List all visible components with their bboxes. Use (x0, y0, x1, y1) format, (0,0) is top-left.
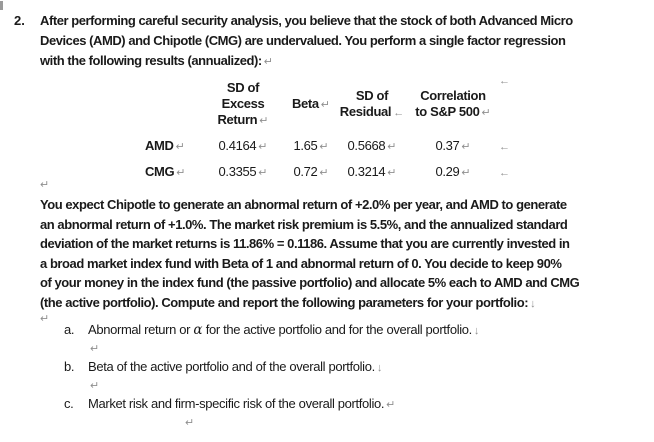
list-marker: a. (64, 322, 75, 337)
paragraph-line: You expect Chipotle to generate an abnor… (40, 197, 567, 212)
page-edge-artifact (0, 1, 3, 10)
paragraph-line: a broad market index fund with Beta of 1… (40, 255, 562, 271)
list-item-text: Abnormal return or α for the active port… (88, 322, 480, 338)
paragraph-line: deviation of the market returns is 11.86… (40, 236, 570, 251)
line-break-mark: ↵ (461, 140, 471, 153)
question-number: 2. (14, 13, 25, 28)
wrap-arrow-mark: ← (499, 166, 510, 179)
paragraph-line: with the following results (annualized):… (40, 53, 273, 68)
line-break-mark: ↵ (387, 140, 397, 153)
line-break-mark: ↵ (386, 399, 396, 411)
line-break-mark: ↵ (387, 166, 397, 179)
question-block: 2. After performing careful security ana… (14, 11, 573, 72)
table-cell: 0.37 ↵ (435, 137, 471, 153)
table-cell: 0.29 ↵ (435, 163, 471, 179)
down-break-mark: ↓ (473, 325, 480, 337)
row-end-mark: ← (495, 138, 510, 153)
table-cell: 0.4164 ↵ (218, 137, 268, 153)
line-break-mark: ↵ (259, 114, 269, 127)
line-break-mark: ↵ (461, 166, 471, 179)
table-cell: 0.3355 ↵ (218, 163, 268, 179)
paragraph-line: Devices (AMD) and Chipotle (CMG) are und… (40, 33, 566, 48)
list-item-b: b. Beta of the active portfolio and of t… (64, 358, 479, 378)
paragraph-line: (the active portfolio). Compute and repo… (40, 294, 536, 310)
empty-paragraph-mark: ↵ (40, 179, 50, 191)
down-break-mark: ↓ (376, 362, 383, 374)
line-break-mark: ↵ (90, 379, 100, 392)
row-end-mark: ← (495, 164, 510, 179)
wrap-arrow-mark: ← (499, 75, 510, 87)
blank-line: ↵ (64, 341, 479, 359)
table-header-sd-excess: SD of Excess Return ↵ (217, 79, 269, 127)
line-break-mark: ↵ (175, 140, 185, 153)
blank-line: ↵ (64, 415, 479, 433)
down-break-mark: ↓ (530, 297, 536, 310)
table-row-label: CMG ↵ (145, 163, 186, 179)
line-break-mark: ↵ (90, 342, 100, 355)
paragraph-line: After performing careful security analys… (40, 13, 573, 28)
question-text: After performing careful security analys… (40, 11, 573, 72)
line-break-mark: ↵ (319, 140, 329, 153)
line-break-mark: ↵ (320, 98, 330, 111)
table-header-correlation: Correlation to S&P 500 ↵ (415, 87, 491, 119)
list-marker: b. (64, 359, 75, 374)
regression-table: SD of Excess Return ↵ Beta ↵ SD of Residua… (145, 75, 535, 184)
line-break-mark: ↵ (319, 166, 329, 179)
list-item-text: Beta of the active portfolio and of the … (88, 359, 383, 374)
paragraph-line: of your money in the index fund (the pas… (40, 275, 580, 290)
blank-line: ↵ (64, 378, 479, 396)
list-item-a: a. Abnormal return or α for the active p… (64, 321, 479, 341)
line-break-mark: ↵ (258, 140, 268, 153)
line-break-mark: ↵ (263, 56, 273, 68)
table-cell: 0.72 ↵ (293, 163, 329, 179)
table-cell: 0.3214 ↵ (347, 163, 397, 179)
wrap-arrow-mark: ← (499, 140, 510, 153)
alpha-symbol: α (193, 322, 203, 338)
body-paragraph: You expect Chipotle to generate an abnor… (40, 195, 580, 314)
line-break-mark: ↵ (185, 416, 195, 429)
table-header-beta: Beta ↵ (292, 95, 330, 111)
table-cell: 1.65 ↵ (293, 137, 329, 153)
wrap-arrow-mark: ← (393, 106, 405, 119)
paragraph-line: an abnormal return of +1.0%. The market … (40, 216, 568, 232)
list-marker: c. (64, 396, 74, 411)
list-item-c: c. Market risk and firm-specific risk of… (64, 395, 479, 415)
table-row-label: AMD ↵ (145, 137, 185, 153)
list-item-text: Market risk and firm-specific risk of th… (88, 396, 396, 411)
empty-paragraph-mark: ↵ (40, 313, 50, 325)
line-break-mark: ↵ (176, 166, 186, 179)
table-header-sd-residual: SD of Residual ← (339, 87, 405, 119)
line-break-mark: ↵ (258, 166, 268, 179)
row-end-mark: ← (495, 72, 510, 87)
table-cell: 0.5668 ↵ (347, 137, 397, 153)
subquestion-list: a. Abnormal return or α for the active p… (64, 321, 479, 432)
line-break-mark: ↵ (481, 106, 491, 119)
